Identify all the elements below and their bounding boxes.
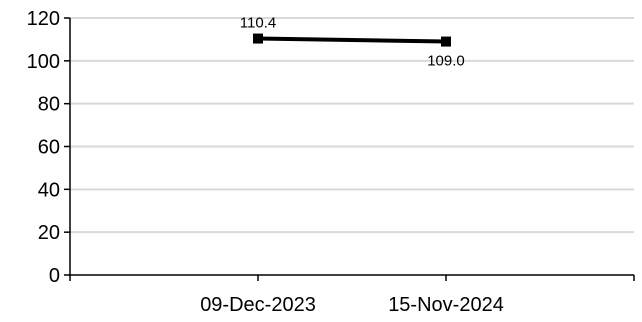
- series-line: [257, 36, 447, 44]
- x-ticks: 09-Dec-2023 15-Nov-2024: [69, 275, 635, 316]
- y-tick-label: 60: [38, 137, 60, 159]
- data-label: 109.0: [427, 53, 465, 70]
- gridlines: [70, 17, 634, 234]
- y-tick-label: 40: [38, 179, 60, 201]
- series: [253, 33, 451, 47]
- data-point-marker: [441, 36, 451, 47]
- data-label: 110.4: [240, 15, 276, 32]
- x-tick-label: 09-Dec-2023: [200, 294, 316, 316]
- y-ticks: 0 20 40 60 80 100 120: [27, 8, 70, 287]
- data-labels: 110.4 109.0: [240, 15, 465, 70]
- data-point-marker: [253, 33, 263, 44]
- y-tick-label: 0: [49, 265, 60, 287]
- y-tick-label: 20: [38, 222, 60, 244]
- y-tick-label: 80: [38, 94, 60, 116]
- y-tick-label: 100: [27, 51, 60, 73]
- x-tick-label: 15-Nov-2024: [388, 294, 504, 316]
- y-tick-label: 120: [27, 8, 60, 30]
